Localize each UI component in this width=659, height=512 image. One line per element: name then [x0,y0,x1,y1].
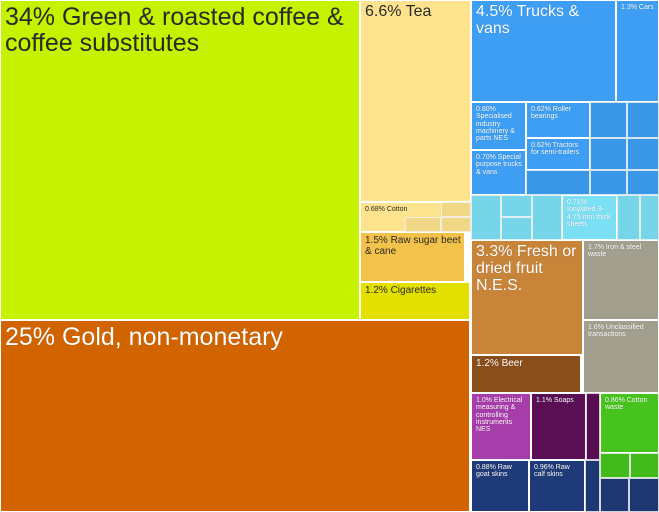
treemap-tile: 1.0% Electrical measuring & controlling … [471,393,531,460]
treemap-tile: 1.6% Unclassified transactions [583,320,659,393]
treemap-minor-tile [501,217,532,240]
treemap-minor-tile [627,102,659,138]
treemap-tile-label: 0.71% Ionylated 3-4.75 mm thick sheets [567,199,611,229]
treemap-minor-tile [600,478,629,512]
treemap-minor-tile [590,170,627,195]
treemap-tile: 0.62% Tractors for semi-trailers [526,138,590,170]
treemap-tile-label: 1.2% Cigarettes [365,285,437,296]
treemap-minor-tile [532,195,562,240]
treemap-tile: 0.70% Special purpose trucks & vans [471,150,526,195]
treemap-tile-label: 1.6% Unclassified transactions [588,324,644,339]
treemap-tile: 25% Gold, non-monetary [0,320,470,512]
treemap-minor-tile [590,138,627,170]
treemap-tile-label: 1.3% Cars [621,4,654,11]
treemap-tile-label: 25% Gold, non-monetary [5,323,283,351]
treemap-tile: 0.86% Cotton waste [600,393,659,453]
treemap-minor-tile [441,202,471,217]
treemap-tile: 0.80% Specialised industry machinery & p… [471,102,526,150]
treemap-minor-tile [585,460,600,512]
treemap-tile: 6.6% Tea [360,0,471,202]
treemap-minor-tile [590,102,627,138]
treemap-tile-label: 1.7% Iron & steel waste [588,244,642,259]
treemap-tile-label: 0.88% Raw goat skins [476,464,512,479]
treemap-tile-label: 0.96% Raw calf skins [534,464,570,479]
treemap-minor-tile [600,453,630,478]
treemap-minor-tile [640,195,659,240]
treemap-tile: 0.62% Roller bearings [526,102,590,138]
treemap-minor-tile [405,217,441,232]
treemap-tile: 1.2% Cigarettes [360,282,470,320]
treemap-tile: 34% Green & roasted coffee & coffee subs… [0,0,360,320]
treemap-minor-tile [586,393,600,460]
treemap-tile-label: 4.5% Trucks & vans [476,3,580,37]
treemap-tile: 4.5% Trucks & vans [471,0,616,102]
treemap-tile-label: 34% Green & roasted coffee & coffee subs… [5,3,344,58]
treemap-minor-tile [617,195,640,240]
treemap-tile: 1.2% Beer [471,355,581,393]
treemap-tile-label: 0.86% Cotton waste [605,397,648,412]
treemap-tile: 3.3% Fresh or dried fruit N.E.S. [471,240,583,355]
treemap-tile-label: 0.62% Roller bearings [531,106,572,121]
treemap-tile: 1.5% Raw sugar beet & cane [360,232,465,282]
treemap-tile: 1.3% Cars [616,0,659,102]
treemap-minor-tile [441,217,471,232]
treemap-minor-tile [627,138,659,170]
treemap-minor-tile [471,195,501,240]
treemap-tile-label: 1.5% Raw sugar beet & cane [365,235,461,257]
treemap-tile: 0.88% Raw goat skins [471,460,529,512]
treemap-tile-label: 0.70% Special purpose trucks & vans [476,154,522,176]
treemap-minor-tile [526,170,590,195]
treemap-minor-tile [629,478,659,512]
treemap-tile: 1.1% Soaps [531,393,586,460]
treemap-tile-label: 3.3% Fresh or dried fruit N.E.S. [476,243,577,294]
treemap-tile-label: 1.1% Soaps [536,397,574,404]
treemap-tile-label: 0.62% Tractors for semi-trailers [531,142,580,157]
treemap-tile-label: 1.2% Beer [476,358,523,369]
treemap-tile: 0.96% Raw calf skins [529,460,585,512]
treemap-tile: 0.71% Ionylated 3-4.75 mm thick sheets [562,195,617,240]
treemap-tile: 1.7% Iron & steel waste [583,240,659,320]
treemap-tile-label: 0.80% Specialised industry machinery & p… [476,106,515,143]
treemap-tile-label: 0.68% Cotton [365,206,408,213]
treemap-minor-tile [501,195,532,217]
treemap-tile-label: 6.6% Tea [365,3,432,20]
treemap-minor-tile [627,170,659,195]
treemap-tile-label: 1.0% Electrical measuring & controlling … [476,397,523,434]
treemap-minor-tile [630,453,659,478]
